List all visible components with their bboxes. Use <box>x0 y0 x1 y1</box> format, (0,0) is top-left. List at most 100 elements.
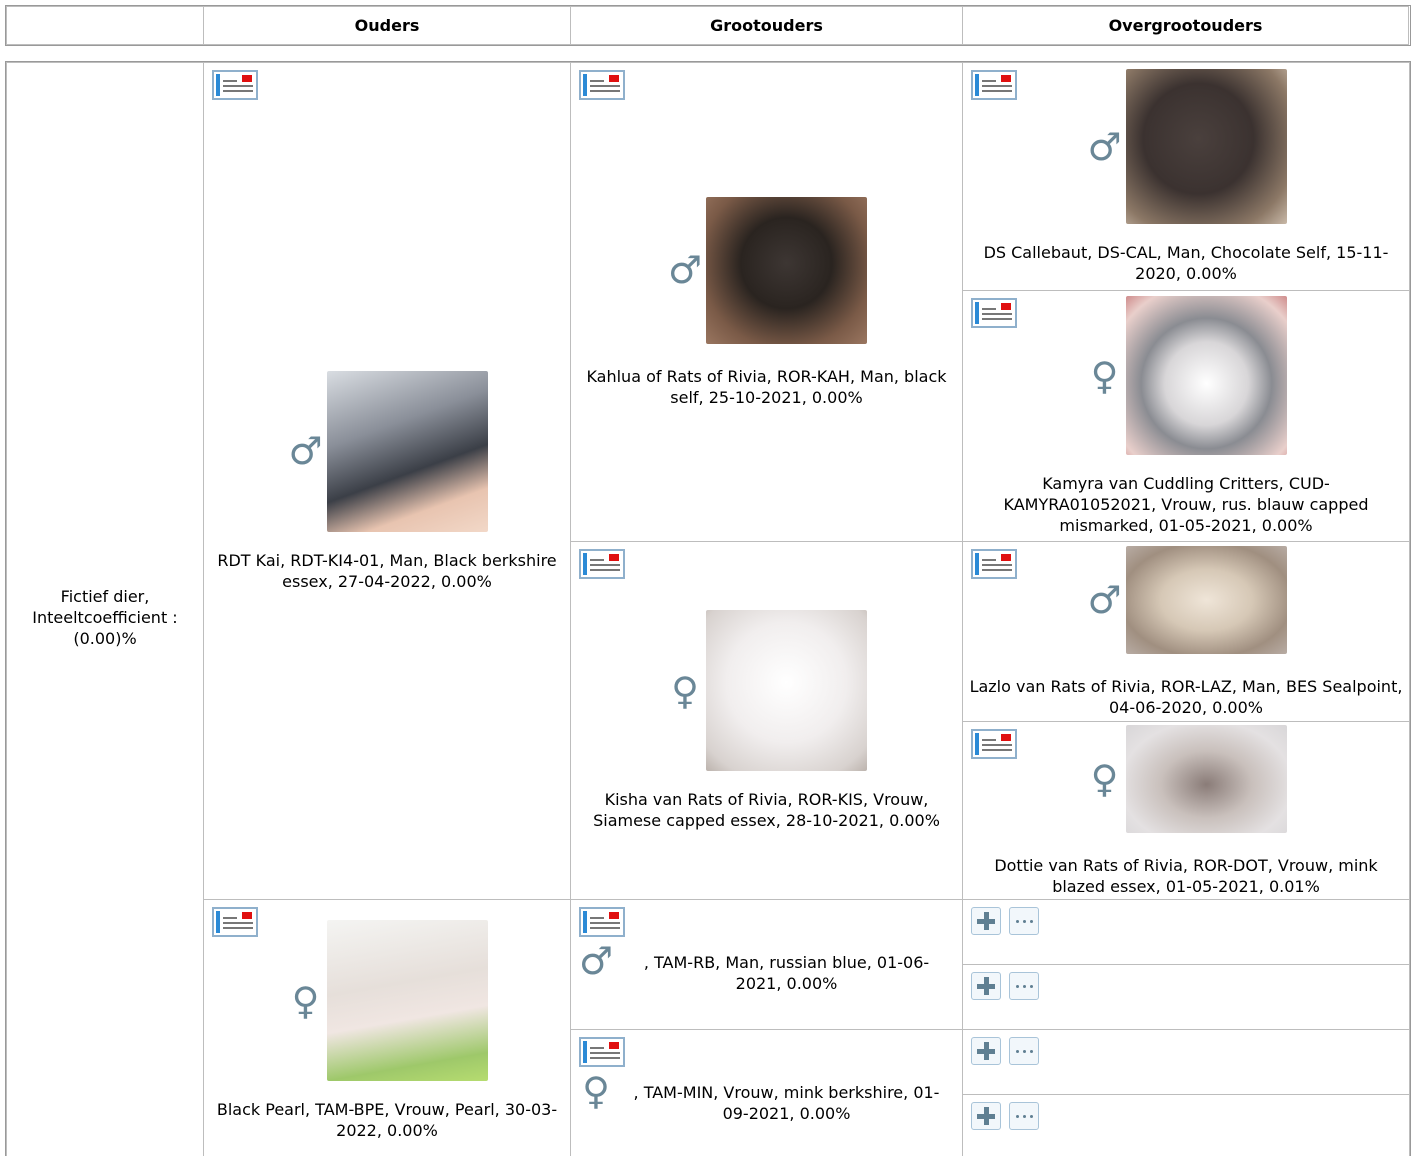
photo-row: ♂ <box>287 370 488 532</box>
sex-symbol: ♀ <box>671 668 699 713</box>
card-line <box>982 564 1012 566</box>
dot <box>1029 984 1033 988</box>
header-cell: Ouders <box>203 6 571 45</box>
card-line <box>982 90 1012 92</box>
card-line <box>590 927 620 929</box>
card-line <box>590 85 620 87</box>
sex-symbol: ♀ <box>582 1069 610 1113</box>
sex-symbol: ♂ <box>1087 577 1122 622</box>
animal-body: ♀ Black Pearl, TAM-BPE, Vrouw, Pearl, 30-… <box>204 900 570 1156</box>
card-line <box>590 569 620 571</box>
animal-photo[interactable] <box>1125 296 1287 455</box>
pedigree-table <box>5 61 1411 1156</box>
sex-symbol: ♀ <box>1090 353 1119 398</box>
card-line <box>223 922 253 924</box>
card-line <box>982 749 1012 751</box>
animal-body: ♀ Kisha van Rats of Rivia, ROR-KIS, Vrouw… <box>571 542 962 899</box>
animal-photo[interactable] <box>1125 69 1287 224</box>
animal-body: ♂ DS Callebaut, DS-CAL, Man, Chocolate Se… <box>963 63 1409 290</box>
card-icon[interactable] <box>579 1037 625 1067</box>
card-icon[interactable] <box>971 729 1017 759</box>
card-icon[interactable] <box>579 549 625 579</box>
card-line <box>590 917 604 919</box>
empty-cell <box>962 1029 1410 1095</box>
animal-body: ♂ RDT Kai, RDT-KI4-01, Man, Black berkshi… <box>204 63 570 899</box>
animal-cell: ♀ , TAM-MIN, Vrouw, mink berkshire, 01-09… <box>570 1029 963 1156</box>
animal-photo[interactable] <box>326 370 488 532</box>
card-line <box>590 1052 620 1054</box>
add-button[interactable] <box>971 907 1001 935</box>
dot <box>1029 919 1033 923</box>
card-icon[interactable] <box>971 70 1017 100</box>
card-line <box>982 313 1012 315</box>
sex-symbol: ♂ <box>578 939 614 983</box>
card-line <box>223 90 253 92</box>
dot <box>1022 984 1026 988</box>
subject-cell: Fictief dier, Inteeltcoefficient : (0.00… <box>6 62 204 1156</box>
header-text: Overgrootouders <box>1108 16 1263 35</box>
animal-cell: ♂ DS Callebaut, DS-CAL, Man, Chocolate Se… <box>962 62 1410 291</box>
subject-text: Fictief dier, Inteeltcoefficient : (0.00… <box>32 586 178 648</box>
card-line <box>223 85 253 87</box>
header-text: Grootouders <box>710 16 823 35</box>
card-icon[interactable] <box>971 298 1017 328</box>
animal-label: DS Callebaut, DS-CAL, Man, Chocolate Sel… <box>983 243 1389 283</box>
animal-label: Kamyra van Cuddling Critters, CUD-KAMYRA… <box>1003 474 1369 535</box>
dot <box>1022 1114 1026 1118</box>
sex-symbol: ♂ <box>667 248 703 292</box>
header-cell: Grootouders <box>570 6 963 45</box>
animal-inline: ♂ , TAM-RB, Man, russian blue, 01-06-2021… <box>577 942 956 994</box>
animal-label: Kahlua of Rats of Rivia, ROR-KAH, Man, b… <box>586 366 947 407</box>
add-button[interactable] <box>971 1102 1001 1130</box>
card-line <box>982 85 1012 87</box>
add-button[interactable] <box>971 1037 1001 1065</box>
animal-inline: ♀ , TAM-MIN, Vrouw, mink berkshire, 01-09… <box>577 1072 956 1124</box>
more-button[interactable] <box>1009 972 1039 1000</box>
animal-photo[interactable] <box>1125 545 1287 654</box>
sex-symbol: ♂ <box>1087 124 1122 169</box>
header-cell <box>6 6 204 45</box>
card-line <box>982 744 1012 746</box>
animal-photo[interactable] <box>706 610 867 771</box>
photo-row: ♂ <box>1086 545 1287 654</box>
animal-cell: ♀ Kisha van Rats of Rivia, ROR-KIS, Vrouw… <box>570 541 963 900</box>
card-line <box>223 927 253 929</box>
animal-cell: ♂ Kahlua of Rats of Rivia, ROR-KAH, Man, … <box>570 62 963 542</box>
photo-row: ♀ <box>666 610 867 771</box>
animal-cell: ♀ Dottie van Rats of Rivia, ROR-DOT, Vrou… <box>962 721 1410 900</box>
card-icon[interactable] <box>579 70 625 100</box>
dot <box>1015 984 1019 988</box>
card-line <box>590 90 620 92</box>
card-icon[interactable] <box>971 549 1017 579</box>
animal-cell: ♂ Lazlo van Rats of Rivia, ROR-LAZ, Man, … <box>962 541 1410 722</box>
animal-cell: ♀ Black Pearl, TAM-BPE, Vrouw, Pearl, 30-… <box>203 899 571 1156</box>
card-icon[interactable] <box>212 70 258 100</box>
card-icon[interactable] <box>212 907 258 937</box>
add-button[interactable] <box>971 972 1001 1000</box>
animal-photo[interactable] <box>706 196 867 344</box>
card-line <box>590 564 620 566</box>
photo-row: ♂ <box>1086 69 1287 224</box>
animal-label: Dottie van Rats of Rivia, ROR-DOT, Vrouw… <box>994 855 1378 896</box>
animal-body: ♀ Dottie van Rats of Rivia, ROR-DOT, Vrou… <box>963 722 1409 899</box>
dot <box>1015 1049 1019 1053</box>
dot <box>1015 919 1019 923</box>
card-icon[interactable] <box>579 907 625 937</box>
header-text: Ouders <box>354 16 420 35</box>
animal-body: ♀ Kamyra van Cuddling Critters, CUD-KAMYR… <box>963 291 1409 541</box>
card-line <box>223 917 237 919</box>
more-button[interactable] <box>1009 1037 1039 1065</box>
animal-photo[interactable] <box>326 920 488 1081</box>
card-line <box>982 318 1012 320</box>
more-button[interactable] <box>1009 1102 1039 1130</box>
animal-label: Black Pearl, TAM-BPE, Vrouw, Pearl, 30-0… <box>216 1100 558 1140</box>
empty-cell <box>962 899 1410 965</box>
card-line <box>982 739 996 741</box>
dot <box>1029 1114 1033 1118</box>
photo-row: ♀ <box>287 920 488 1081</box>
card-line <box>590 80 604 82</box>
sex-symbol: ♀ <box>1090 756 1119 801</box>
photo-row: ♂ <box>666 196 867 344</box>
more-button[interactable] <box>1009 907 1039 935</box>
animal-photo[interactable] <box>1125 724 1287 833</box>
